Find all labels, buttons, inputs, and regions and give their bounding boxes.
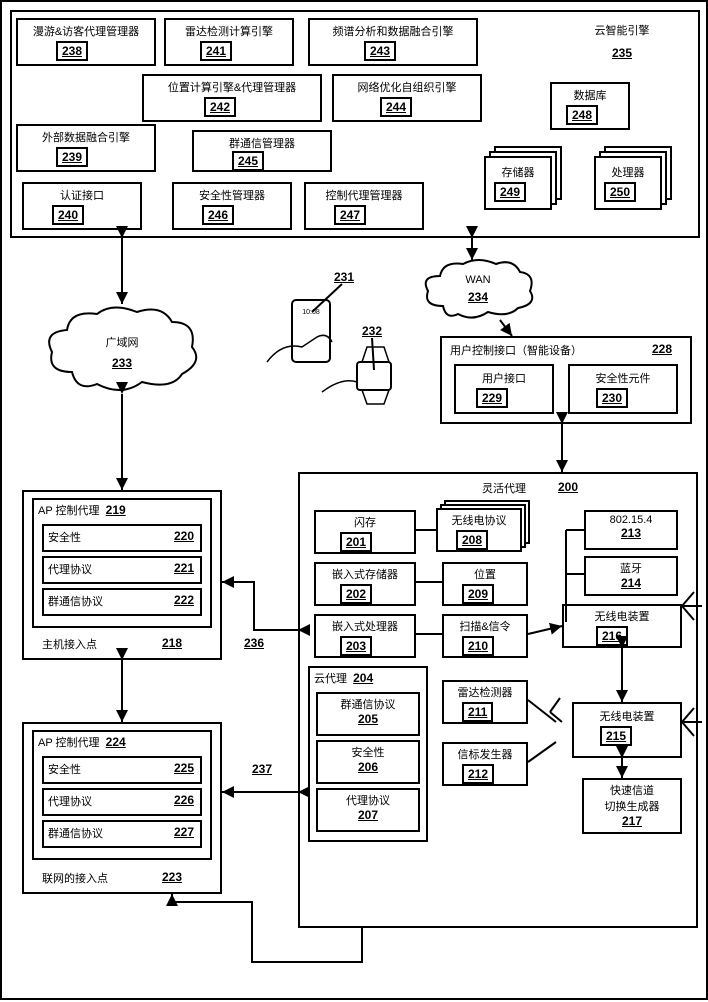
connectors [2, 2, 708, 1002]
diagram-canvas: 云智能引擎 235 漫游&访客代理管理器 238 雷达检测计算引擎 241 频谱… [0, 0, 708, 1000]
